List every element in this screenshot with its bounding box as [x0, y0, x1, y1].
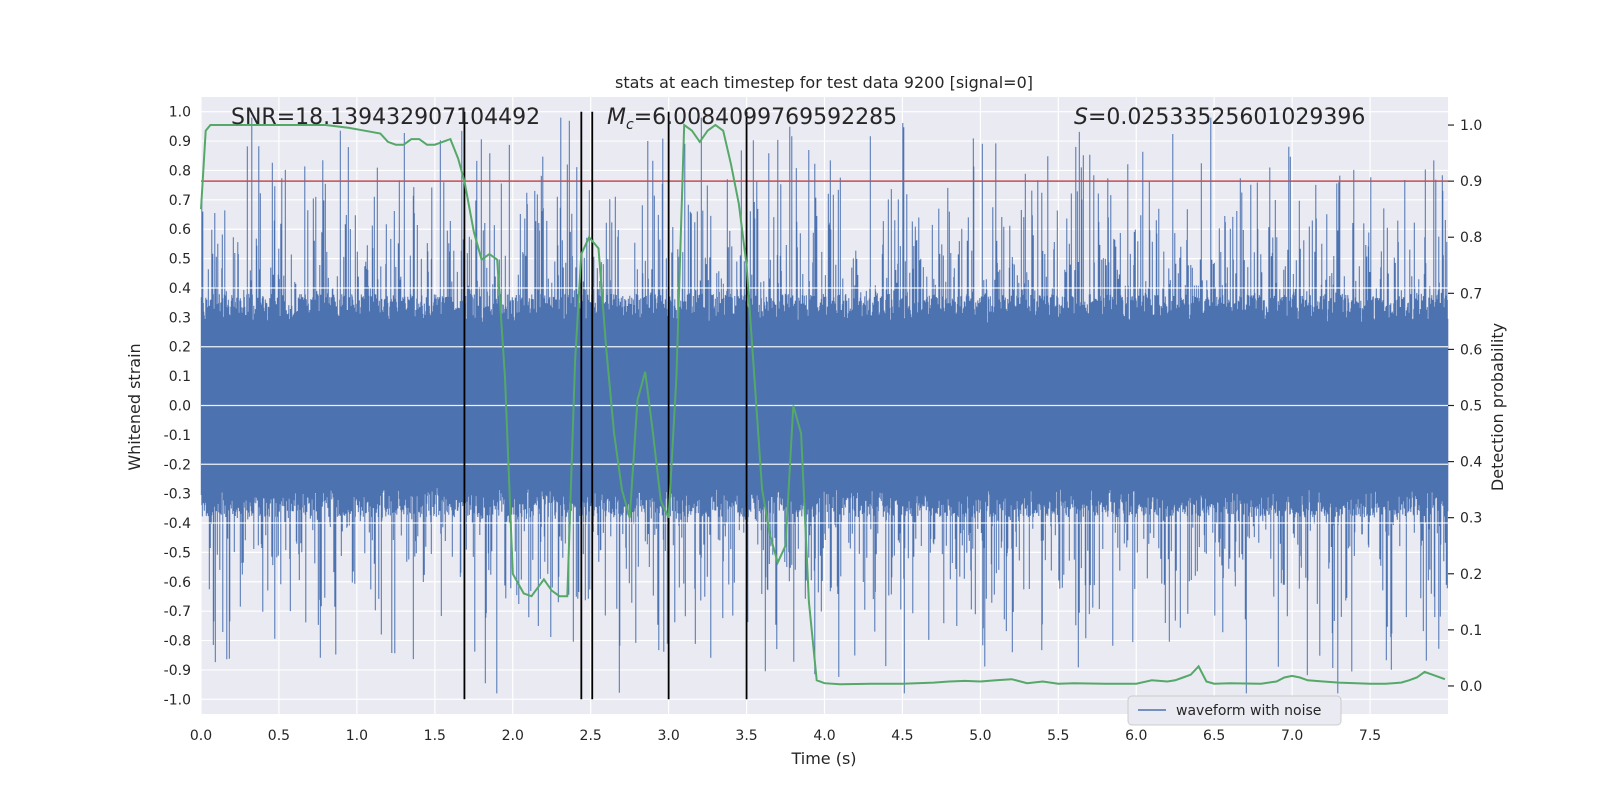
legend-box: [1127, 695, 1342, 726]
y-tick-label: -0.7: [164, 604, 191, 620]
waveform-series: [200, 117, 1449, 694]
y2-tick-label: 1.0: [1460, 118, 1482, 134]
chirp-mass-annotation: Mc=6.0084099769592285: [607, 105, 897, 133]
x-tick-label: 7.5: [1359, 728, 1381, 744]
y-tick-label: 1.0: [169, 105, 191, 121]
x-tick-label: 6.0: [1125, 728, 1147, 744]
y2-tick-label: 0.9: [1460, 174, 1482, 190]
y-tick-label: -0.2: [164, 457, 191, 473]
y-axis-ticks: 1.0 0.9 0.8 0.7 0.6 0.5 0.4 0.3 0.2 0.1 0.0 -0.1 -0.…: [164, 105, 191, 709]
y2-tick-label: 0.4: [1460, 455, 1482, 471]
x-tick-label: 4.5: [891, 728, 913, 744]
chart-title: stats at each timestep for test data 920…: [615, 73, 1033, 92]
s-value: =0.02533525601029396: [1088, 105, 1365, 130]
x-tick-label: 3.5: [735, 728, 757, 744]
y2-tick-label: 0.5: [1460, 399, 1482, 415]
probability-series: [200, 123, 1446, 686]
legend: waveform with noise: [1127, 695, 1342, 726]
x-tick-label: 3.0: [657, 728, 679, 744]
y-tick-label: 0.5: [169, 252, 191, 268]
y-tick-label: 0.4: [169, 281, 191, 297]
y-tick-label: -0.1: [164, 428, 191, 444]
snr-annotation: SNR=18.139432907104492: [231, 105, 540, 130]
y-tick-label: -0.5: [164, 545, 191, 561]
s-annotation: S=0.02533525601029396: [1074, 105, 1365, 130]
x-tick-label: 0.5: [268, 728, 290, 744]
y-tick-label: 0.8: [169, 163, 191, 179]
x-axis-ticks: 0.0 0.5 1.0 1.5 2.0 2.5 3.0 3.5 4.0 4.5 5.0 5.5 6.0 6…: [190, 728, 1381, 744]
s-symbol: S: [1074, 105, 1088, 130]
y2-tick-label: 0.8: [1460, 230, 1482, 246]
y-axis-label: Whitened strain: [125, 343, 144, 470]
x-tick-label: 4.0: [813, 728, 835, 744]
y-tick-label: 0.1: [169, 369, 191, 385]
y2-tick-label: 0.3: [1460, 511, 1482, 527]
y-tick-label: 0.2: [169, 340, 191, 356]
x-tick-label: 1.5: [424, 728, 446, 744]
x-tick-label: 7.0: [1281, 728, 1303, 744]
y-tick-label: -0.9: [164, 663, 191, 679]
y-tick-label: -1.0: [164, 692, 191, 708]
y-tick-label: 0.0: [169, 399, 191, 415]
x-tick-label: 1.0: [346, 728, 368, 744]
vertical-markers: [463, 111, 748, 700]
y-tick-label: -0.8: [164, 634, 191, 650]
y2-axis-ticks: 1.0 0.9 0.8 0.7 0.6 0.5 0.4 0.3 0.2 0.1 0.0: [1448, 118, 1482, 695]
chirp-mass-symbol: M: [607, 105, 626, 130]
y2-tick-label: 0.7: [1460, 286, 1482, 302]
chirp-mass-value: =6.0084099769592285: [634, 105, 897, 130]
y2-tick-label: 0.6: [1460, 342, 1482, 358]
y2-tick-label: 0.1: [1460, 623, 1482, 639]
y-tick-label: 0.9: [169, 134, 191, 150]
y2-tick-label: 0.2: [1460, 567, 1482, 583]
y2-axis-label: Detection probability: [1488, 323, 1507, 491]
y-tick-label: 0.3: [169, 310, 191, 326]
x-axis-label: Time (s): [790, 749, 856, 768]
x-tick-label: 6.5: [1203, 728, 1225, 744]
y-tick-label: -0.4: [164, 516, 191, 532]
x-tick-label: 0.0: [190, 728, 212, 744]
y2-tick-label: 0.0: [1460, 679, 1482, 695]
x-tick-label: 2.0: [502, 728, 524, 744]
chirp-mass-subscript: c: [626, 117, 634, 133]
y-tick-label: -0.6: [164, 575, 191, 591]
legend-label: waveform with noise: [1176, 703, 1321, 719]
x-tick-label: 2.5: [580, 728, 602, 744]
x-tick-label: 5.5: [1047, 728, 1069, 744]
y-tick-label: 0.7: [169, 193, 191, 209]
y-tick-label: 0.6: [169, 222, 191, 238]
x-tick-label: 5.0: [969, 728, 991, 744]
y-tick-label: -0.3: [164, 487, 191, 503]
